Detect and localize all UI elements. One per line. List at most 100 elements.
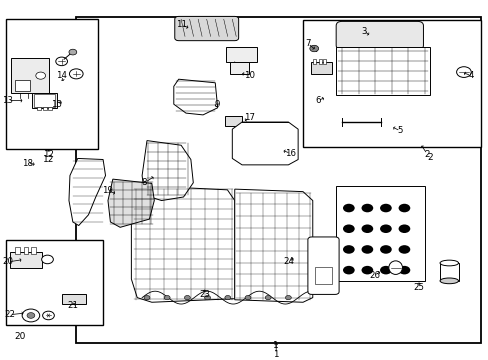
Bar: [10, 252, 42, 268]
Circle shape: [342, 266, 354, 274]
Bar: [335, 47, 429, 95]
Polygon shape: [69, 158, 105, 225]
Text: 20: 20: [15, 332, 26, 341]
Circle shape: [244, 296, 250, 300]
Circle shape: [361, 266, 372, 274]
Circle shape: [69, 69, 83, 79]
Text: 11: 11: [175, 21, 186, 30]
Text: 9: 9: [215, 100, 220, 109]
Bar: [313, 59, 316, 64]
Text: 21: 21: [67, 301, 78, 310]
Bar: [439, 263, 458, 281]
Polygon shape: [131, 186, 234, 302]
Bar: [32, 94, 57, 108]
Circle shape: [41, 255, 53, 264]
Circle shape: [164, 296, 170, 300]
Text: 15: 15: [51, 100, 62, 109]
Circle shape: [342, 225, 354, 233]
Circle shape: [42, 311, 54, 320]
Polygon shape: [232, 122, 298, 165]
Circle shape: [398, 245, 409, 254]
Text: 22: 22: [4, 310, 15, 319]
Bar: [315, 266, 331, 284]
Circle shape: [22, 309, 40, 322]
Text: 7: 7: [305, 39, 310, 48]
Circle shape: [361, 204, 372, 212]
Text: 18: 18: [22, 158, 33, 167]
Circle shape: [144, 296, 150, 300]
Bar: [11, 58, 49, 94]
Bar: [15, 80, 30, 91]
Ellipse shape: [439, 260, 458, 266]
Text: 25: 25: [413, 283, 424, 292]
Bar: [37, 107, 41, 109]
Circle shape: [285, 296, 291, 300]
Text: 3: 3: [361, 27, 366, 36]
Text: 2: 2: [424, 150, 429, 159]
Text: 13: 13: [2, 96, 14, 105]
Text: 10: 10: [244, 71, 254, 80]
Circle shape: [342, 245, 354, 254]
Circle shape: [379, 266, 391, 274]
Bar: [323, 59, 326, 64]
Circle shape: [398, 204, 409, 212]
Circle shape: [342, 204, 354, 212]
Circle shape: [379, 204, 391, 212]
Text: 19: 19: [102, 186, 112, 195]
Circle shape: [204, 296, 210, 300]
Ellipse shape: [439, 278, 458, 284]
Bar: [310, 62, 331, 74]
Circle shape: [224, 296, 230, 300]
Circle shape: [36, 72, 45, 79]
Bar: [31, 247, 36, 254]
Bar: [48, 107, 52, 109]
Circle shape: [361, 245, 372, 254]
Text: 12: 12: [43, 155, 54, 164]
Text: 20: 20: [2, 257, 14, 266]
Circle shape: [184, 296, 190, 300]
Circle shape: [456, 67, 470, 77]
Bar: [335, 186, 424, 281]
Text: 2: 2: [426, 153, 432, 162]
Text: 12: 12: [43, 150, 54, 159]
Text: 1: 1: [273, 341, 279, 350]
Circle shape: [56, 57, 67, 66]
Polygon shape: [234, 189, 312, 302]
Text: 1: 1: [273, 350, 278, 359]
Circle shape: [361, 225, 372, 233]
Text: 4: 4: [468, 71, 473, 80]
Bar: [225, 47, 256, 62]
Bar: [42, 107, 46, 109]
Circle shape: [379, 225, 391, 233]
Text: 17: 17: [244, 113, 254, 122]
Bar: [5, 240, 103, 325]
Text: 26: 26: [369, 271, 380, 280]
Circle shape: [309, 45, 318, 52]
Bar: [34, 94, 55, 107]
Circle shape: [27, 312, 35, 318]
Text: 24: 24: [282, 257, 293, 266]
Bar: [224, 116, 242, 126]
Polygon shape: [142, 141, 193, 201]
Bar: [23, 247, 28, 254]
FancyBboxPatch shape: [307, 237, 338, 294]
Circle shape: [379, 245, 391, 254]
FancyBboxPatch shape: [335, 21, 423, 50]
Ellipse shape: [388, 261, 402, 274]
Text: 23: 23: [199, 289, 209, 298]
Text: 16: 16: [285, 149, 296, 158]
Text: 5: 5: [397, 126, 403, 135]
Circle shape: [398, 266, 409, 274]
Polygon shape: [173, 79, 217, 115]
Bar: [5, 18, 98, 149]
Text: 8: 8: [142, 178, 147, 187]
Bar: [303, 20, 480, 147]
Circle shape: [264, 296, 270, 300]
Text: 14: 14: [56, 71, 67, 80]
Bar: [318, 59, 321, 64]
Bar: [229, 62, 249, 74]
Circle shape: [398, 225, 409, 233]
Bar: [15, 247, 20, 254]
Bar: [76, 17, 480, 343]
Polygon shape: [108, 179, 154, 227]
